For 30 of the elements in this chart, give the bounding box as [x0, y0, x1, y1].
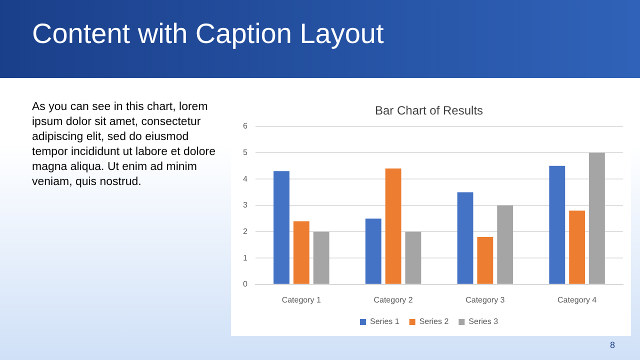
legend-label: Series 3: [468, 317, 499, 326]
y-tick-label: 2: [242, 226, 248, 236]
y-tick-label: 4: [242, 174, 248, 184]
y-tick-label: 1: [242, 253, 248, 262]
text: Content with Caption Layout: [32, 18, 384, 50]
bar: [569, 210, 586, 284]
bar: [457, 192, 474, 284]
x-tick-label: Category 3: [466, 295, 506, 304]
legend-label: Series 1: [370, 317, 400, 326]
x-tick-label: Category 4: [557, 295, 598, 304]
y-tick-label: 3: [242, 200, 248, 210]
legend-label: Series 2: [419, 317, 450, 326]
bar: [497, 205, 514, 284]
bar: [385, 168, 402, 284]
bar: [274, 171, 290, 284]
x-tick-label: Category 1: [282, 295, 322, 304]
chart-title: Bar Chart of Results: [374, 104, 484, 118]
y-tick-label: 5: [242, 148, 248, 157]
bar: [549, 166, 566, 284]
text: 8: [610, 340, 616, 350]
bar: [293, 221, 310, 284]
bar: [365, 218, 382, 284]
y-tick-label: 6: [242, 122, 248, 131]
bar: [313, 232, 330, 284]
y-tick-label: 0: [242, 280, 248, 289]
bar: [589, 152, 605, 284]
x-tick-label: Category 2: [374, 295, 414, 304]
bar: [405, 232, 422, 284]
text: As you can see in this chart, lorem ipsum dolor sit amet, consectetur adipiscing elit, sed do eiusmod tempor incididunt ut labore et dolore magna aliqua. Ut enim ad minim veniam, quis nostrud.: [32, 100, 216, 190]
bar: [477, 237, 494, 284]
